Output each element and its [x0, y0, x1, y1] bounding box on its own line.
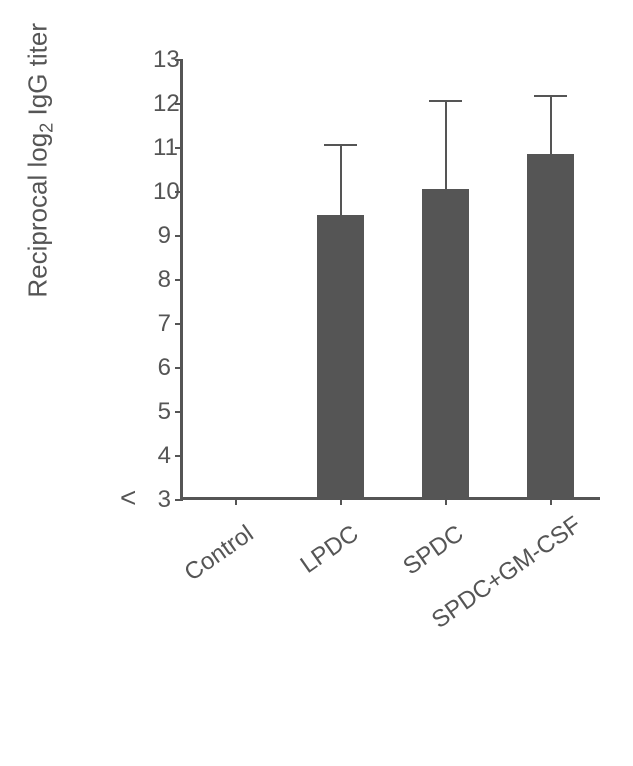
x-tick-mark	[445, 497, 447, 505]
bar	[422, 189, 469, 497]
ylabel-subscript: 2	[37, 123, 57, 133]
x-tick-mark	[235, 497, 237, 505]
error-bar	[550, 95, 552, 157]
y-tick-mark	[175, 103, 183, 105]
y-tick-mark	[175, 367, 183, 369]
plot-area: 345678910111213	[180, 60, 600, 500]
ylabel-text-1: Reciprocal log	[22, 133, 52, 298]
error-cap	[429, 100, 462, 102]
bar	[317, 215, 364, 497]
bar-chart: Reciprocal log2 IgG titer 34567891011121…	[20, 20, 633, 746]
y-tick-mark	[175, 191, 183, 193]
y-tick-mark	[175, 59, 183, 61]
error-bar	[445, 100, 447, 192]
error-cap	[534, 95, 567, 97]
error-bar	[340, 144, 342, 219]
y-tick-mark	[175, 235, 183, 237]
y-tick-mark	[175, 279, 183, 281]
y-tick-mark	[175, 147, 183, 149]
y-tick-mark	[175, 323, 183, 325]
y-tick-mark	[175, 411, 183, 413]
y-axis-label: Reciprocal log2 IgG titer	[22, 23, 57, 298]
y-tick-mark	[175, 455, 183, 457]
below-detection-marker: <	[120, 482, 136, 514]
y-tick-mark	[175, 499, 183, 501]
error-cap	[324, 144, 357, 146]
x-tick-mark	[550, 497, 552, 505]
ylabel-text-2: IgG titer	[22, 23, 52, 123]
x-tick-mark	[340, 497, 342, 505]
bar	[527, 154, 574, 497]
